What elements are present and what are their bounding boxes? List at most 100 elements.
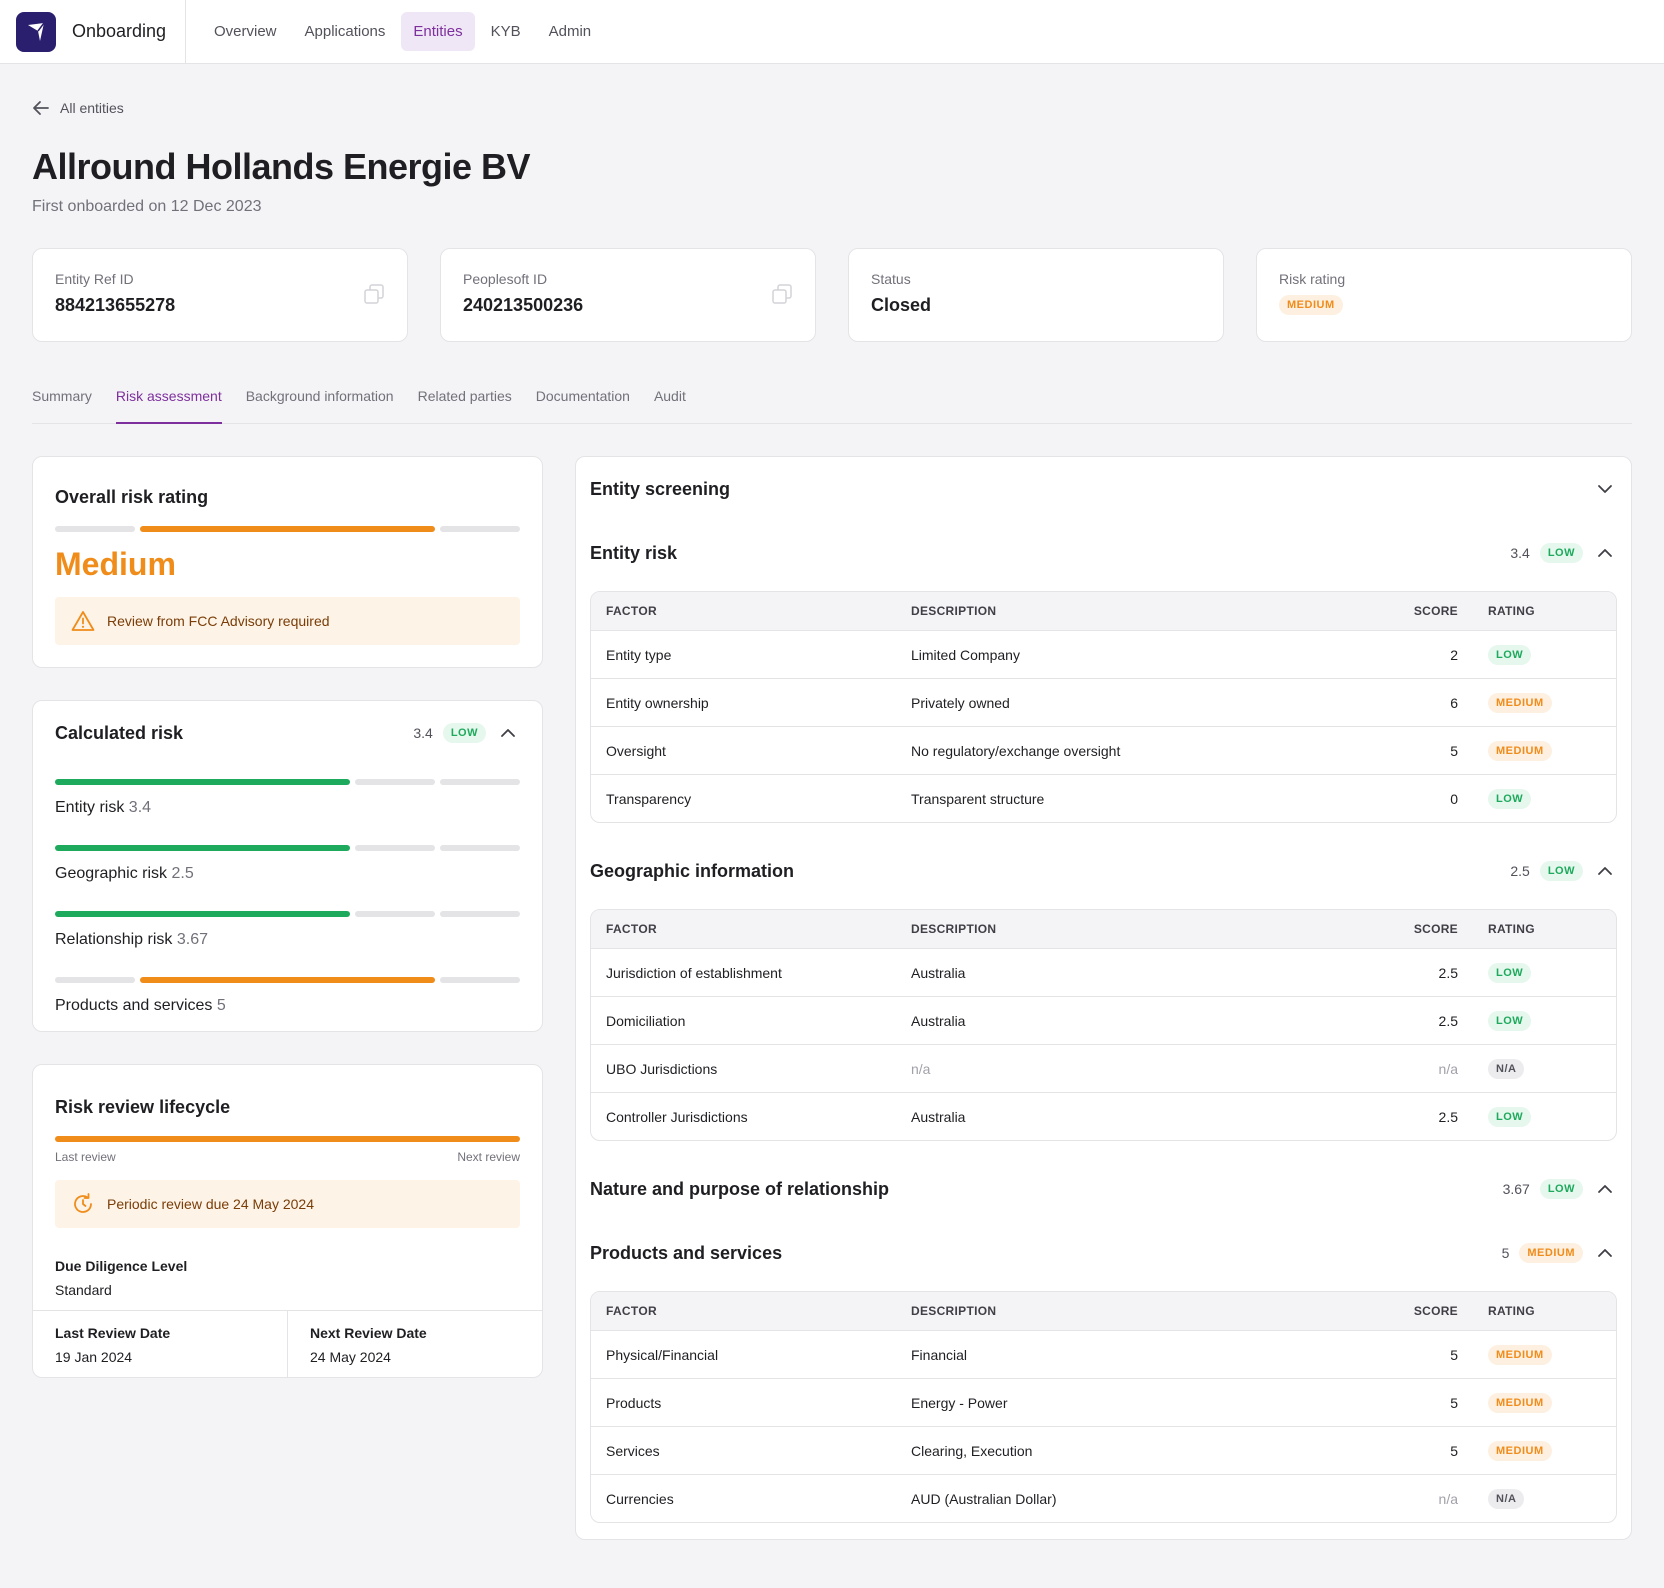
nav-overview[interactable]: Overview xyxy=(214,23,277,40)
calc-item-value: 2.5 xyxy=(171,865,194,882)
products-badge: MEDIUM xyxy=(1519,1243,1583,1263)
rating-badge: LOW xyxy=(1488,962,1532,983)
nature-score: 3.67 xyxy=(1502,1181,1530,1197)
rating-badge: MEDIUM xyxy=(1488,740,1552,761)
cell-score: n/a xyxy=(1438,1060,1458,1077)
rating-badge: MEDIUM xyxy=(1488,1392,1552,1413)
risk-review-lifecycle-panel: Risk review lifecycle Last review Next r… xyxy=(32,1064,543,1378)
next-review-label: Next review xyxy=(457,1150,520,1164)
products-section: Products and services 5 MEDIUM xyxy=(590,1237,1617,1269)
page-title: Allround Hollands Energie BV xyxy=(32,146,531,187)
col-rating: RATING xyxy=(1488,1304,1535,1318)
cell-score: 0 xyxy=(1450,790,1458,807)
chevron-up-icon[interactable] xyxy=(1593,1241,1617,1265)
calc-item-value: 3.67 xyxy=(176,931,208,948)
due-diligence-label: Due Diligence Level xyxy=(55,1258,188,1274)
cell-description: Energy - Power xyxy=(911,1394,1008,1411)
nature-title: Nature and purpose of relationship xyxy=(590,1178,890,1199)
calc-item-products-services: Products and services 5 xyxy=(55,977,520,1015)
cell-description: Transparent structure xyxy=(911,790,1045,807)
copy-icon[interactable] xyxy=(771,283,793,310)
tab-risk-assessment[interactable]: Risk assessment xyxy=(115,382,222,424)
page-subtitle: First onboarded on 12 Dec 2023 xyxy=(32,198,262,215)
table-row: Physical/Financial Financial 5 MEDIUM xyxy=(591,1330,1616,1378)
overall-risk-rating: Medium xyxy=(55,546,176,582)
fcc-review-alert-text: Review from FCC Advisory required xyxy=(107,613,330,629)
nav-admin[interactable]: Admin xyxy=(548,23,592,40)
col-rating: RATING xyxy=(1488,604,1535,618)
calc-item-label: Products and services xyxy=(55,997,213,1014)
overall-risk-panel: Overall risk rating Medium Review from F… xyxy=(32,456,543,668)
cell-factor: UBO Jurisdictions xyxy=(606,1060,718,1077)
calc-item-label: Relationship risk xyxy=(55,931,173,948)
cell-description: Australia xyxy=(911,964,966,981)
brand[interactable]: Onboarding xyxy=(0,0,186,64)
cell-description: n/a xyxy=(911,1060,931,1077)
chevron-up-icon[interactable] xyxy=(1593,859,1617,883)
chevron-down-icon[interactable] xyxy=(1593,477,1617,501)
table-row: Transparency Transparent structure 0 LOW xyxy=(591,774,1616,822)
col-score: SCORE xyxy=(1413,922,1458,936)
tab-audit[interactable]: Audit xyxy=(653,388,686,404)
cell-description: Limited Company xyxy=(911,646,1020,663)
products-table: FACTOR DESCRIPTION SCORE RATING Physical… xyxy=(590,1291,1617,1523)
col-description: DESCRIPTION xyxy=(911,604,997,618)
cell-score: 2.5 xyxy=(1438,964,1458,981)
tab-summary[interactable]: Summary xyxy=(32,388,92,404)
copy-icon[interactable] xyxy=(363,283,385,310)
table-row: Entity ownership Privately owned 6 MEDIU… xyxy=(591,678,1616,726)
chevron-up-icon[interactable] xyxy=(496,721,520,745)
chevron-up-icon[interactable] xyxy=(1593,1177,1617,1201)
cell-description: AUD (Australian Dollar) xyxy=(911,1490,1057,1507)
nav-applications[interactable]: Applications xyxy=(304,23,386,40)
calc-item-label: Geographic risk xyxy=(55,865,168,882)
app-name: Onboarding xyxy=(72,21,167,41)
tab-background-information[interactable]: Background information xyxy=(245,388,394,404)
calc-item-relationship-risk: Relationship risk 3.67 xyxy=(55,911,520,949)
cell-factor: Controller Jurisdictions xyxy=(606,1108,748,1125)
entity-risk-badge: LOW xyxy=(1539,543,1583,563)
cell-description: Financial xyxy=(911,1346,968,1363)
geographic-badge: LOW xyxy=(1539,861,1583,881)
cell-factor: Currencies xyxy=(606,1490,674,1507)
risk-rating-badge: MEDIUM xyxy=(1279,295,1343,315)
cell-factor: Domiciliation xyxy=(606,1012,686,1029)
table-row: Domiciliation Australia 2.5 LOW xyxy=(591,996,1616,1044)
cell-description: Australia xyxy=(911,1012,966,1029)
calc-item-entity-risk: Entity risk 3.4 xyxy=(55,779,520,817)
cell-description: Australia xyxy=(911,1108,966,1125)
rating-badge: MEDIUM xyxy=(1488,1440,1552,1461)
table-header: FACTOR DESCRIPTION SCORE RATING xyxy=(591,1292,1616,1330)
risk-rating-label: Risk rating xyxy=(1279,271,1346,287)
summary-cards: Entity Ref ID 884213655278 Peoplesoft ID… xyxy=(32,248,1632,342)
nav-entities[interactable]: Entities xyxy=(401,12,475,51)
risk-rating-card: Risk rating MEDIUM xyxy=(1256,248,1632,342)
back-link-label: All entities xyxy=(60,100,124,116)
back-link[interactable]: All entities xyxy=(32,96,152,120)
cell-score: 6 xyxy=(1450,694,1458,711)
table-row: Entity type Limited Company 2 LOW xyxy=(591,630,1616,678)
entity-risk-title: Entity risk xyxy=(590,542,678,563)
tab-documentation[interactable]: Documentation xyxy=(535,388,630,404)
lifecycle-progress-bar xyxy=(55,1136,520,1142)
rating-badge: LOW xyxy=(1488,1106,1532,1127)
nav-kyb[interactable]: KYB xyxy=(490,23,521,40)
entity-risk-score: 3.4 xyxy=(1510,545,1530,561)
lifecycle-title: Risk review lifecycle xyxy=(55,1097,231,1117)
calculated-risk-score: 3.4 xyxy=(413,725,433,741)
calculated-risk-panel: Calculated risk 3.4 LOW Entity risk 3.4 xyxy=(32,700,543,1032)
fcc-review-alert: Review from FCC Advisory required xyxy=(55,597,520,645)
status-value: Closed xyxy=(871,295,932,315)
last-review-date-value: 19 Jan 2024 xyxy=(55,1349,133,1365)
nature-badge: LOW xyxy=(1539,1179,1583,1199)
cell-description: No regulatory/exchange oversight xyxy=(911,742,1121,759)
cell-score: 2 xyxy=(1450,646,1458,663)
cell-factor: Entity type xyxy=(606,646,672,663)
rating-badge: LOW xyxy=(1488,1010,1532,1031)
status-card: Status Closed xyxy=(848,248,1224,342)
entity-risk-table: FACTOR DESCRIPTION SCORE RATING Entity t… xyxy=(590,591,1617,823)
calc-item-label: Entity risk xyxy=(55,799,125,816)
tab-related-parties[interactable]: Related parties xyxy=(417,388,512,404)
chevron-up-icon[interactable] xyxy=(1593,541,1617,565)
entity-screening-title: Entity screening xyxy=(590,478,731,499)
